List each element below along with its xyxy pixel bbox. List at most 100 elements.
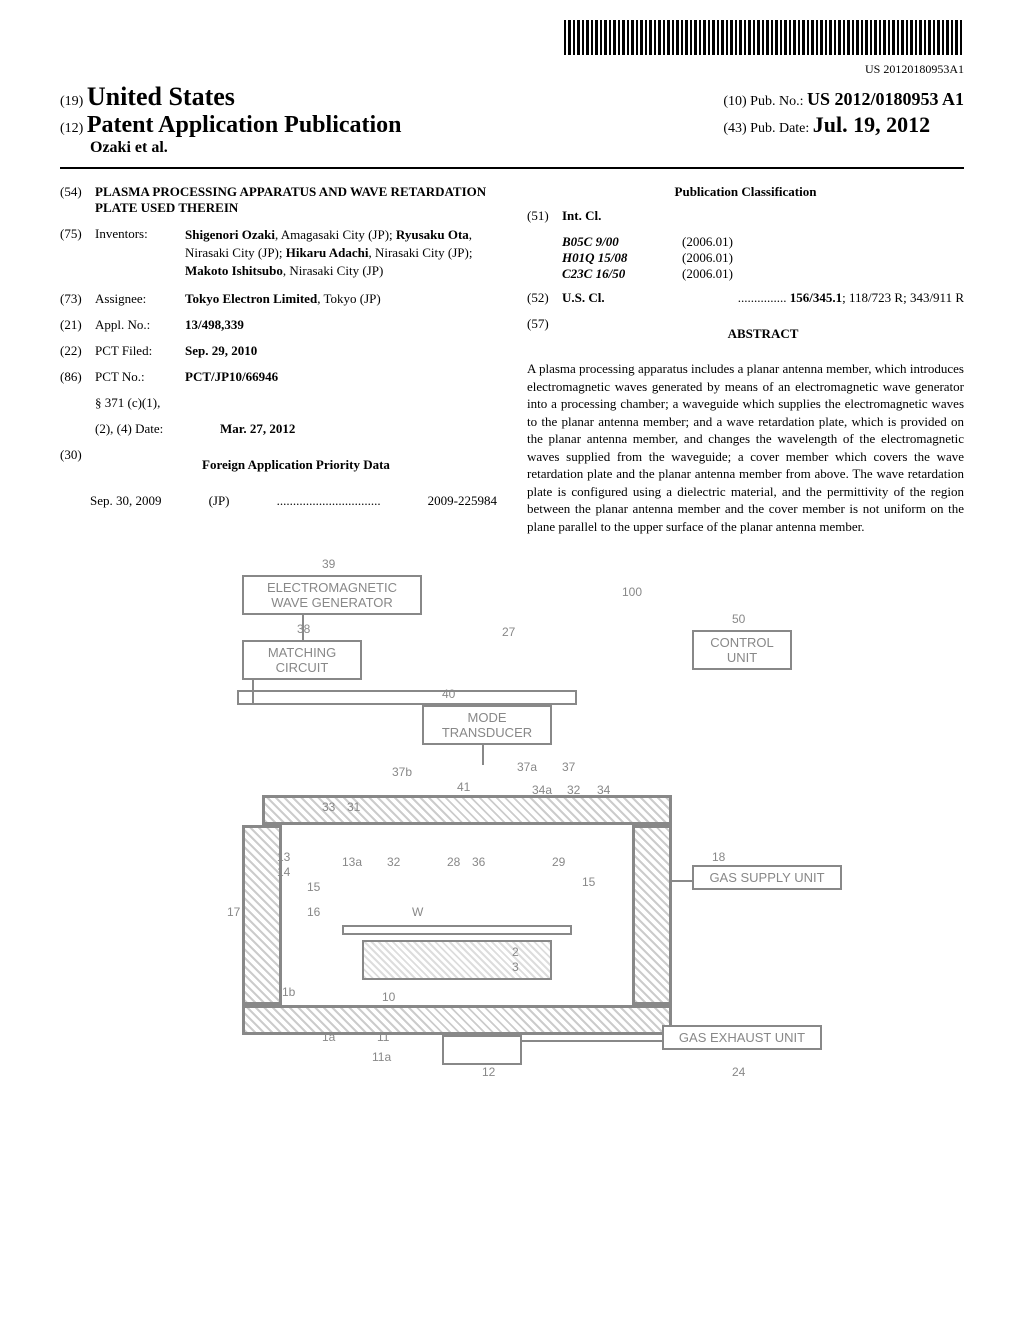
pctno-value: PCT/JP10/66946 bbox=[185, 369, 497, 385]
title-row: (54) PLASMA PROCESSING APPARATUS AND WAV… bbox=[60, 184, 497, 216]
priority-date: Sep. 30, 2009 bbox=[90, 493, 162, 509]
fig-label-39: 39 bbox=[322, 557, 335, 571]
pub-date: Jul. 19, 2012 bbox=[813, 112, 930, 137]
fig-label-1b: 1b bbox=[282, 985, 295, 999]
assignee-loc: , Tokyo (JP) bbox=[317, 291, 381, 306]
fig-label-14: 14 bbox=[277, 865, 290, 879]
fig-label-18: 18 bbox=[712, 850, 725, 864]
pct-section: § 371 (c)(1), bbox=[95, 395, 195, 411]
intcl-row: (51) Int. Cl. bbox=[527, 208, 964, 224]
assignee-name: Tokyo Electron Limited bbox=[185, 291, 317, 306]
pctdate-row: (2), (4) Date: Mar. 27, 2012 bbox=[60, 421, 497, 437]
pct-date-label: (2), (4) Date: bbox=[95, 421, 195, 437]
inventor-loc: , Nirasaki City (JP); bbox=[368, 245, 472, 260]
cl-year: (2006.01) bbox=[682, 250, 733, 266]
inventors-label: Inventors: bbox=[95, 226, 185, 281]
fig-label-17: 17 bbox=[227, 905, 240, 919]
barcode-text: US 20120180953A1 bbox=[60, 62, 964, 77]
fig-matching: MATCHING CIRCUIT bbox=[242, 640, 362, 680]
abstract-code-row: (57) ABSTRACT bbox=[527, 316, 964, 350]
fig-label-2: 2 bbox=[512, 945, 519, 959]
code-43: (43) bbox=[723, 121, 746, 136]
fig-label-27: 27 bbox=[502, 625, 515, 639]
priority-country: (JP) bbox=[209, 493, 230, 509]
intcl-item: B05C 9/00 (2006.01) bbox=[562, 234, 964, 250]
country-name: United States bbox=[87, 82, 235, 111]
classification-header: Publication Classification bbox=[527, 184, 964, 200]
pctno-row: (86) PCT No.: PCT/JP10/66946 bbox=[60, 369, 497, 385]
uscl-code: (52) bbox=[527, 290, 562, 306]
pctfiled-code: (22) bbox=[60, 343, 95, 359]
fig-label-10: 10 bbox=[382, 990, 395, 1004]
applno-label: Appl. No.: bbox=[95, 317, 185, 333]
cl-code: C23C 16/50 bbox=[562, 266, 682, 282]
title-text: PLASMA PROCESSING APPARATUS AND WAVE RET… bbox=[95, 184, 497, 216]
fig-mode: MODE TRANSDUCER bbox=[422, 705, 552, 745]
uscl-main: 156/345.1 bbox=[790, 290, 842, 305]
uscl-dots: ............... bbox=[738, 290, 787, 305]
fig-label-37a: 37a bbox=[517, 760, 537, 774]
inventor-name: Ryusaku Ota bbox=[396, 227, 469, 242]
figure-section: ELECTROMAGNETIC WAVE GENERATOR 39 MATCHI… bbox=[60, 565, 964, 1085]
priority-header: Foreign Application Priority Data bbox=[95, 457, 497, 473]
header-section: (19) United States (12) Patent Applicati… bbox=[60, 82, 964, 169]
fig-label-37: 37 bbox=[562, 760, 575, 774]
code-10: (10) bbox=[723, 94, 746, 109]
uscl-value: ............... 156/345.1; 118/723 R; 34… bbox=[622, 290, 964, 306]
pctno-label: PCT No.: bbox=[95, 369, 185, 385]
cl-year: (2006.01) bbox=[682, 234, 733, 250]
fig-gas-exhaust: GAS EXHAUST UNIT bbox=[662, 1025, 822, 1050]
inventors-code: (75) bbox=[60, 226, 95, 281]
code-19: (19) bbox=[60, 94, 83, 109]
pub-type: Patent Application Publication bbox=[87, 112, 402, 138]
fig-control: CONTROL UNIT bbox=[692, 630, 792, 670]
code-12: (12) bbox=[60, 121, 83, 136]
fig-label-36: 36 bbox=[472, 855, 485, 869]
content-columns: (54) PLASMA PROCESSING APPARATUS AND WAV… bbox=[60, 184, 964, 535]
pub-date-label: Pub. Date: bbox=[750, 121, 809, 136]
intcl-block: B05C 9/00 (2006.01) H01Q 15/08 (2006.01)… bbox=[527, 234, 964, 282]
pctfiled-label: PCT Filed: bbox=[95, 343, 185, 359]
fig-label-12: 12 bbox=[482, 1065, 495, 1079]
inventors-list: Shigenori Ozaki, Amagasaki City (JP); Ry… bbox=[185, 226, 497, 281]
fig-label-15b: 15 bbox=[582, 875, 595, 889]
fig-label-13: 13 bbox=[277, 850, 290, 864]
priority-code: (30) bbox=[60, 447, 95, 483]
pctfiled-row: (22) PCT Filed: Sep. 29, 2010 bbox=[60, 343, 497, 359]
abstract-text: A plasma processing apparatus includes a… bbox=[527, 360, 964, 535]
fig-label-11: 11 bbox=[377, 1030, 389, 1044]
country-line: (19) United States bbox=[60, 82, 402, 112]
priority-data: Sep. 30, 2009 (JP) .....................… bbox=[60, 493, 497, 509]
fig-label-31: 31 bbox=[347, 800, 360, 814]
fig-label-16: 16 bbox=[307, 905, 320, 919]
pct371-row: § 371 (c)(1), bbox=[60, 395, 497, 411]
fig-label-28: 28 bbox=[447, 855, 460, 869]
pub-no: US 2012/0180953 A1 bbox=[807, 89, 964, 109]
applno-value: 13/498,339 bbox=[185, 317, 497, 333]
intcl-item: C23C 16/50 (2006.01) bbox=[562, 266, 964, 282]
fig-label-29: 29 bbox=[552, 855, 565, 869]
left-column: (54) PLASMA PROCESSING APPARATUS AND WAV… bbox=[60, 184, 497, 535]
priority-number: 2009-225984 bbox=[428, 493, 497, 509]
fig-label-11a: 11a bbox=[372, 1050, 391, 1064]
inventors-row: (75) Inventors: Shigenori Ozaki, Amagasa… bbox=[60, 226, 497, 281]
pctfiled-value: Sep. 29, 2010 bbox=[185, 343, 497, 359]
fig-label-13a: 13a bbox=[342, 855, 362, 869]
intcl-item: H01Q 15/08 (2006.01) bbox=[562, 250, 964, 266]
barcode-graphic bbox=[564, 20, 964, 55]
inventor-loc: , Amagasaki City (JP); bbox=[275, 227, 396, 242]
cl-code: H01Q 15/08 bbox=[562, 250, 682, 266]
applno-code: (21) bbox=[60, 317, 95, 333]
figure-diagram: ELECTROMAGNETIC WAVE GENERATOR 39 MATCHI… bbox=[162, 565, 862, 1085]
abstract-code: (57) bbox=[527, 316, 562, 350]
intcl-label: Int. Cl. bbox=[562, 208, 601, 224]
inventor-name: Hikaru Adachi bbox=[286, 245, 369, 260]
uscl-label: U.S. Cl. bbox=[562, 290, 622, 306]
pub-no-line: (10) Pub. No.: US 2012/0180953 A1 bbox=[723, 89, 964, 110]
cl-code: B05C 9/00 bbox=[562, 234, 682, 250]
pub-no-label: Pub. No.: bbox=[750, 94, 803, 109]
fig-label-W: W bbox=[412, 905, 423, 919]
assignee-row: (73) Assignee: Tokyo Electron Limited, T… bbox=[60, 291, 497, 307]
pct-date: Mar. 27, 2012 bbox=[195, 421, 497, 437]
uscl-row: (52) U.S. Cl. ............... 156/345.1;… bbox=[527, 290, 964, 306]
